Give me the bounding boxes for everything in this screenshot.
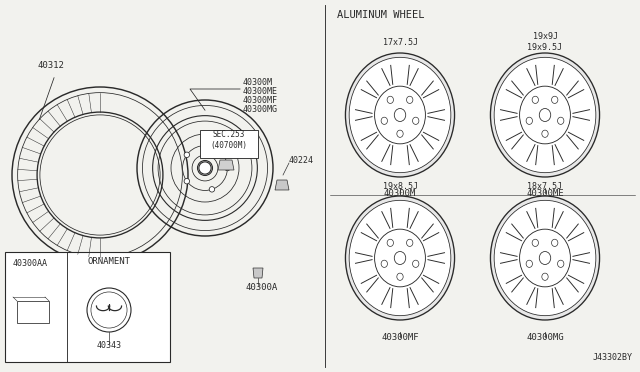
Circle shape [209,187,214,192]
Bar [5,252,170,362]
Polygon shape [218,160,234,170]
Circle shape [199,162,211,174]
Ellipse shape [413,117,419,124]
Text: ORNAMENT: ORNAMENT [88,257,131,266]
Circle shape [225,165,230,171]
Text: ALUMINUM WHEEL: ALUMINUM WHEEL [337,10,424,20]
Bar [17,301,49,323]
Ellipse shape [346,196,454,320]
Ellipse shape [526,260,532,267]
Ellipse shape [349,201,451,316]
Ellipse shape [490,196,600,320]
Ellipse shape [397,130,403,137]
Ellipse shape [394,109,406,122]
Ellipse shape [381,260,387,267]
Ellipse shape [374,229,426,287]
Ellipse shape [394,251,406,264]
Circle shape [184,179,189,184]
Ellipse shape [387,239,394,246]
Ellipse shape [406,96,413,103]
Ellipse shape [413,260,419,267]
Circle shape [87,288,131,332]
Ellipse shape [520,229,570,287]
Ellipse shape [552,239,558,246]
Text: SEC.253
(40700M): SEC.253 (40700M) [211,129,248,150]
Bar [200,130,258,158]
Ellipse shape [542,130,548,137]
Polygon shape [253,268,263,278]
Ellipse shape [557,117,564,124]
Ellipse shape [374,86,426,144]
Ellipse shape [540,109,550,122]
Text: 40300M: 40300M [384,189,416,198]
Ellipse shape [542,273,548,280]
Text: 40300MG: 40300MG [526,333,564,342]
Ellipse shape [520,86,570,144]
Polygon shape [275,180,289,190]
Text: 19x8.5J: 19x8.5J [383,182,417,191]
Ellipse shape [349,57,451,173]
Text: 40300AA: 40300AA [13,259,48,268]
Ellipse shape [494,201,596,316]
Text: J43302BY: J43302BY [593,353,633,362]
Text: 40312: 40312 [38,61,65,70]
Ellipse shape [346,53,454,177]
Text: 40224: 40224 [289,156,314,165]
Text: 40300M: 40300M [243,78,273,87]
Text: 17x7.5J: 17x7.5J [383,38,417,47]
Ellipse shape [397,273,403,280]
Ellipse shape [387,96,394,103]
Ellipse shape [552,96,558,103]
Text: 19x9J
19x9.5J: 19x9J 19x9.5J [527,32,563,52]
Ellipse shape [557,260,564,267]
Text: 40300A: 40300A [246,283,278,292]
Text: 40300ME: 40300ME [526,189,564,198]
Text: 40300MF: 40300MF [243,96,278,105]
Ellipse shape [526,117,532,124]
Text: 18x7.5J: 18x7.5J [527,182,563,191]
Ellipse shape [532,239,538,246]
Ellipse shape [540,251,550,264]
Text: 40300MG: 40300MG [243,105,278,114]
Circle shape [209,144,214,150]
Text: 40343: 40343 [97,341,122,350]
Text: 40300ME: 40300ME [243,87,278,96]
Text: 40300MF: 40300MF [381,333,419,342]
Ellipse shape [406,239,413,246]
Ellipse shape [381,117,387,124]
Circle shape [184,152,189,157]
Ellipse shape [490,53,600,177]
Ellipse shape [532,96,538,103]
Ellipse shape [494,57,596,173]
